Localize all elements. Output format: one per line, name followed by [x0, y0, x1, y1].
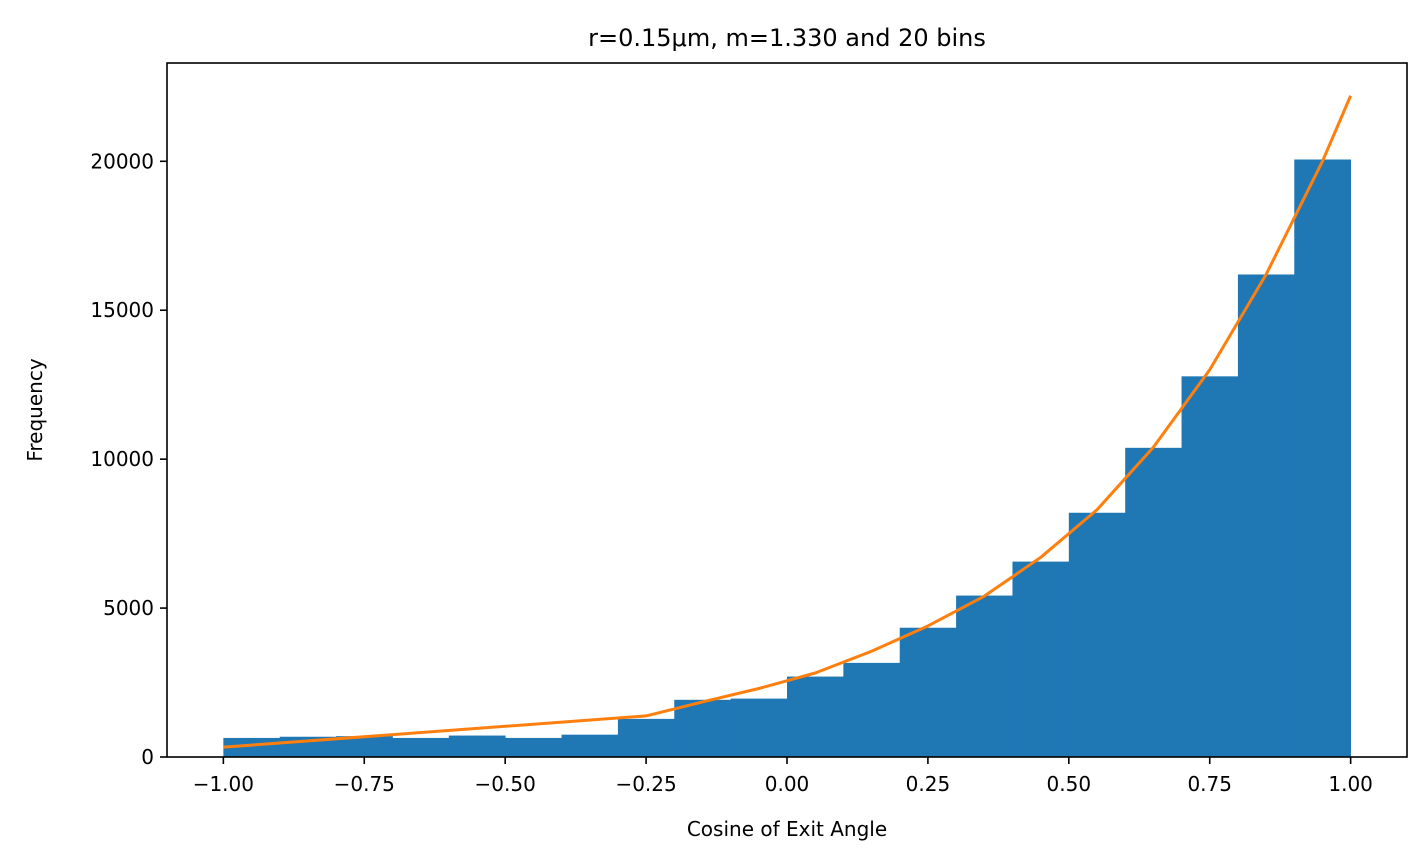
histogram-bar: [1125, 447, 1182, 757]
histogram-bars: [223, 159, 1352, 758]
histogram-bar: [336, 736, 393, 757]
histogram-bar: [956, 595, 1013, 757]
y-tick-label: 10000: [90, 447, 154, 471]
histogram-bar: [505, 737, 562, 757]
fit-line: [223, 95, 1353, 749]
histogram-bar: [899, 627, 957, 757]
histogram-bar: [674, 699, 732, 757]
y-axis-ticks: 0 5000 10000 15000 20000: [90, 149, 167, 769]
histogram-bar: [1181, 376, 1239, 757]
x-axis-label: Cosine of Exit Angle: [687, 817, 887, 841]
x-tick-label: 0.00: [765, 772, 810, 796]
histogram-bar: [392, 737, 450, 757]
x-tick-label: 0.75: [1187, 772, 1232, 796]
chart-title: r=0.15μm, m=1.330 and 20 bins: [588, 24, 986, 52]
histogram-bar: [843, 662, 901, 757]
histogram-bar: [561, 734, 619, 757]
x-tick-label: −0.50: [475, 772, 536, 796]
x-tick-label: −1.00: [193, 772, 254, 796]
x-tick-label: 1.00: [1328, 772, 1373, 796]
histogram-bar: [787, 676, 844, 757]
y-tick-label: 20000: [90, 149, 154, 173]
y-tick-label: 5000: [103, 596, 154, 620]
histogram-bar: [1012, 561, 1070, 757]
histogram-bar: [730, 698, 788, 757]
y-tick-label: 0: [141, 745, 154, 769]
histogram-bar: [1294, 159, 1352, 758]
y-tick-label: 15000: [90, 298, 154, 322]
x-tick-label: −0.25: [615, 772, 676, 796]
x-tick-label: −0.75: [334, 772, 395, 796]
x-tick-label: 0.50: [1047, 772, 1092, 796]
histogram-bar: [1068, 512, 1126, 757]
histogram-bar: [617, 718, 675, 757]
y-axis-label: Frequency: [23, 358, 47, 461]
histogram-bar: [1237, 274, 1295, 757]
x-axis-ticks: −1.00 −0.75 −0.50 −0.25 0.00 0.25 0.50 0.75 1.00: [193, 757, 1373, 796]
fit-line-layer: [223, 95, 1353, 749]
x-tick-label: 0.25: [906, 772, 951, 796]
histogram-bar: [448, 735, 506, 757]
